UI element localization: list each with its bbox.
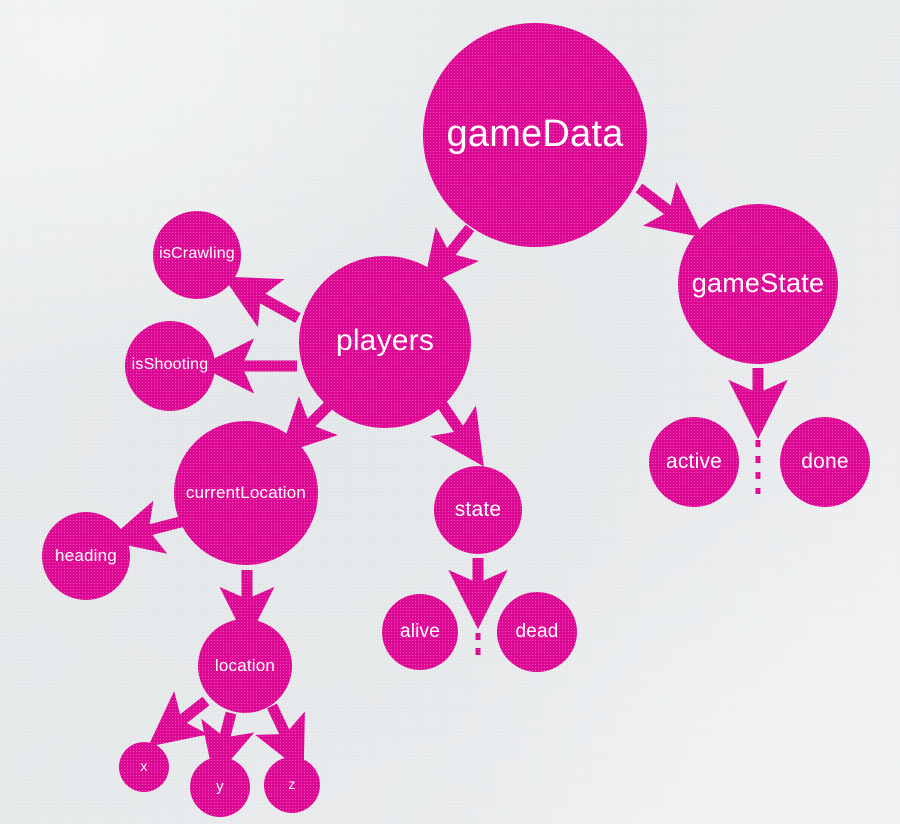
node-y[interactable]: y — [190, 757, 250, 817]
node-label: isShooting — [131, 356, 209, 373]
node-label: gameData — [446, 113, 624, 155]
node-label: dead — [515, 620, 559, 642]
edge-location-y — [201, 711, 255, 779]
node-dead[interactable]: dead — [497, 592, 577, 672]
node-iscrawling[interactable]: isCrawling — [153, 211, 241, 299]
node-label: active — [665, 449, 723, 473]
node-label: currentLocation — [185, 482, 307, 502]
node-gamedata[interactable]: gameData — [423, 23, 647, 247]
node-isshooting[interactable]: isShooting — [125, 321, 215, 411]
node-label: heading — [55, 545, 117, 565]
node-label: done — [801, 449, 849, 473]
node-label: z — [288, 776, 296, 792]
node-heading[interactable]: heading — [42, 512, 130, 600]
node-done[interactable]: done — [780, 417, 870, 507]
node-active[interactable]: active — [649, 417, 739, 507]
node-z[interactable]: z — [264, 757, 320, 813]
node-x[interactable]: x — [119, 742, 169, 792]
node-state[interactable]: state — [434, 466, 522, 554]
node-label: alive — [399, 620, 441, 642]
node-label: state — [454, 497, 502, 521]
edge-gamedata-gamestate — [635, 182, 704, 238]
node-label: y — [216, 777, 224, 795]
node-gamestate[interactable]: gameState — [678, 204, 838, 364]
node-label: location — [214, 655, 276, 675]
node-currentlocation[interactable]: currentLocation — [174, 421, 318, 565]
node-alive[interactable]: alive — [382, 594, 458, 670]
edge-players-iscrawling — [223, 276, 301, 328]
node-location[interactable]: location — [198, 619, 292, 713]
edge-location-z — [255, 703, 305, 773]
node-label: x — [140, 758, 148, 774]
edge-gamedata-players — [423, 224, 479, 287]
node-label: gameState — [691, 267, 825, 298]
node-players[interactable]: players — [299, 256, 471, 428]
node-label: isCrawling — [159, 245, 235, 262]
edge-location-x — [147, 691, 210, 747]
node-label: players — [335, 324, 435, 357]
